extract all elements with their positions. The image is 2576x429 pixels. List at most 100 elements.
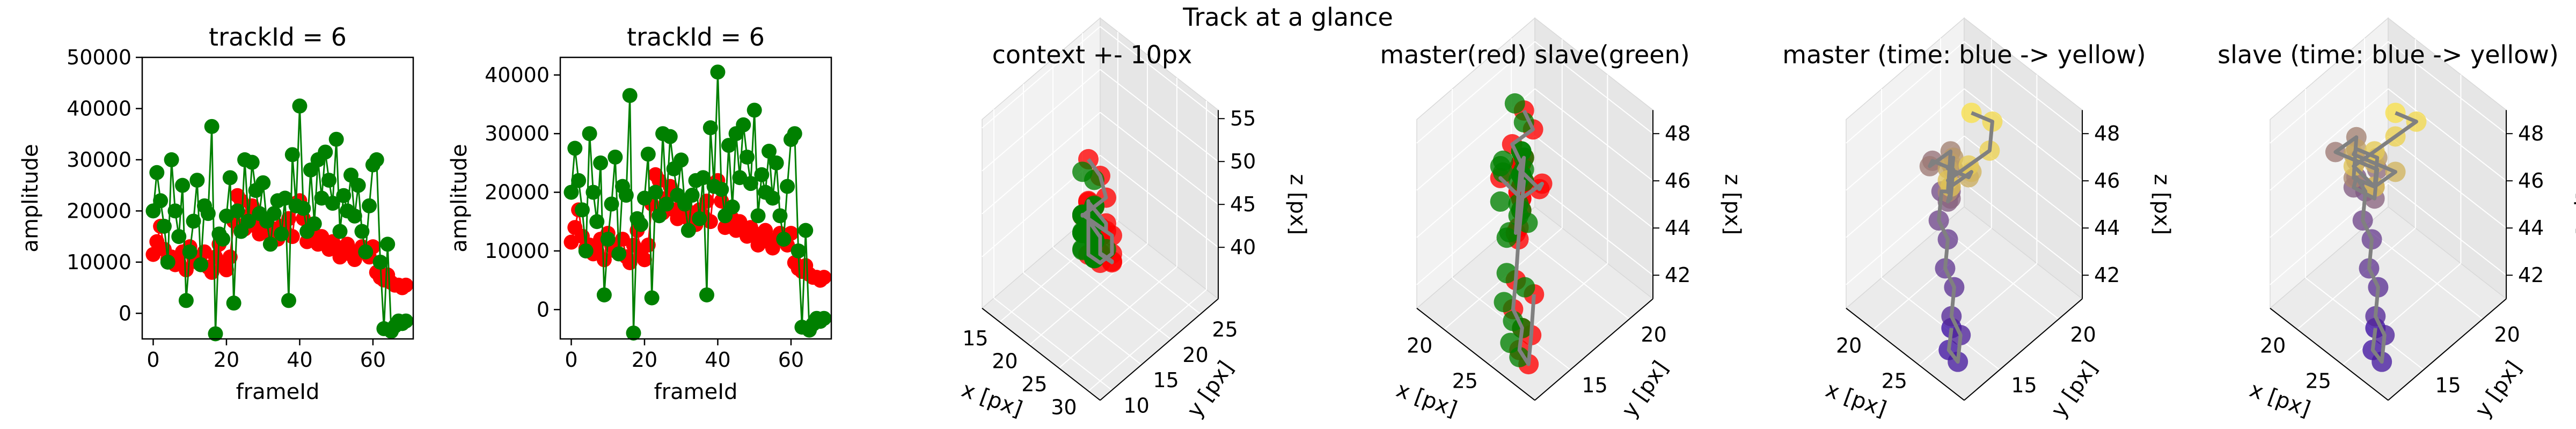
slave-point: [1504, 93, 1525, 114]
data-point: [240, 213, 256, 229]
panel-1: 0 20 40 60 0 10000 20000 30000 40000 trackId = 6 f…: [447, 23, 832, 404]
data-point: [153, 193, 169, 209]
data-point: [328, 131, 344, 147]
z-tick-label: 40: [1230, 235, 1256, 259]
x-tick-label: 25: [1452, 369, 1478, 393]
data-point: [769, 155, 784, 171]
data-point: [204, 264, 219, 280]
y-tick-label: 40000: [485, 63, 550, 87]
data-point: [776, 232, 792, 247]
data-point: [160, 254, 175, 270]
grid-line: [1873, 227, 1992, 330]
grid-line: [2305, 277, 2424, 371]
data-point: [175, 177, 191, 193]
data-point: [178, 262, 194, 278]
data-point: [204, 119, 219, 134]
z-tick-label: 45: [1230, 193, 1256, 216]
data-point: [208, 326, 223, 342]
data-point: [284, 147, 300, 162]
y-axis-label: amplitude: [18, 144, 43, 252]
x-tick-label: 25: [1882, 369, 1907, 393]
data-point: [600, 232, 616, 247]
chart-title: trackId = 6: [209, 23, 347, 51]
data-point: [622, 88, 638, 103]
chart-title: master (time: blue -> yellow): [1782, 40, 2146, 69]
grid-line: [1846, 88, 1965, 191]
data-point: [222, 249, 238, 265]
data-point: [182, 244, 197, 260]
data-point: [193, 257, 209, 272]
x-axis-label: frameId: [654, 380, 738, 404]
y-tick-label: 20: [2494, 323, 2520, 346]
x-tick-label: 20: [992, 350, 1018, 373]
y-tick-label: 40000: [67, 97, 131, 120]
data-point: [306, 216, 322, 232]
y-tick-label: 10000: [67, 250, 131, 274]
data-point: [230, 203, 245, 219]
axis-line: [1964, 298, 2083, 401]
data-point: [582, 126, 597, 142]
axis-line: [1846, 308, 1965, 401]
data-point: [354, 224, 370, 239]
data-point: [633, 217, 649, 232]
z-axis-label: z [px]: [2573, 174, 2576, 235]
data-point: [644, 290, 660, 306]
grid-line: [1058, 266, 1177, 369]
data-point: [640, 238, 656, 253]
data-point: [589, 214, 605, 230]
chart-title: slave (time: blue -> yellow): [2218, 40, 2559, 69]
data-point: [674, 152, 689, 168]
x-tick-label: 20: [2260, 334, 2286, 358]
grid-line: [1029, 243, 1148, 346]
data-point: [325, 196, 340, 211]
grid-line: [2270, 41, 2389, 144]
slave-point: [1496, 263, 1517, 284]
data-point: [648, 184, 663, 200]
grid-line: [1100, 69, 1219, 162]
z-tick-label: 46: [1665, 169, 1690, 193]
y-tick-label: 10: [1123, 394, 1149, 417]
grid-line: [1964, 88, 2083, 181]
track-line: [1498, 109, 1545, 366]
grid-line: [1100, 154, 1219, 248]
data-point: [571, 173, 587, 188]
x-tick-label: 25: [2306, 369, 2331, 393]
data-point: [662, 129, 678, 144]
x-axis-label: x [px]: [2246, 378, 2314, 422]
data-point: [780, 179, 795, 194]
data-point: [652, 208, 667, 224]
z-tick-label: 48: [2094, 122, 2120, 145]
data-point: [156, 219, 172, 234]
data-point: [652, 173, 667, 188]
y-tick-label: 0: [119, 301, 131, 325]
grid-line: [993, 298, 1113, 391]
x-tick-label: 20: [632, 348, 657, 372]
axis-line: [1416, 308, 1535, 401]
track-line: [2333, 111, 2418, 364]
grid-line: [2270, 88, 2389, 191]
data-point: [277, 190, 293, 206]
grid-line: [2297, 227, 2416, 330]
data-point: [164, 152, 179, 167]
z-tick-label: 55: [1230, 107, 1256, 130]
data-point: [226, 295, 241, 311]
data-point: [636, 252, 652, 268]
x-tick-label: 20: [1836, 334, 1862, 358]
chart-title: trackId = 6: [627, 23, 765, 51]
z-tick-label: 42: [2518, 263, 2544, 287]
data-point: [816, 270, 832, 285]
data-point: [702, 120, 718, 136]
data-point: [255, 175, 271, 190]
x-axis-label: x [px]: [1393, 378, 1460, 422]
data-point: [732, 170, 748, 186]
data-point: [714, 182, 729, 197]
grid-line: [982, 69, 1101, 172]
data-point: [218, 262, 234, 278]
data-point: [586, 184, 601, 200]
data-point: [564, 184, 579, 200]
grid-line: [2364, 226, 2483, 320]
data-point: [281, 293, 296, 308]
grid-line: [1964, 182, 2083, 276]
x-tick-label: 20: [1407, 334, 1432, 358]
slave-point: [1509, 346, 1530, 367]
